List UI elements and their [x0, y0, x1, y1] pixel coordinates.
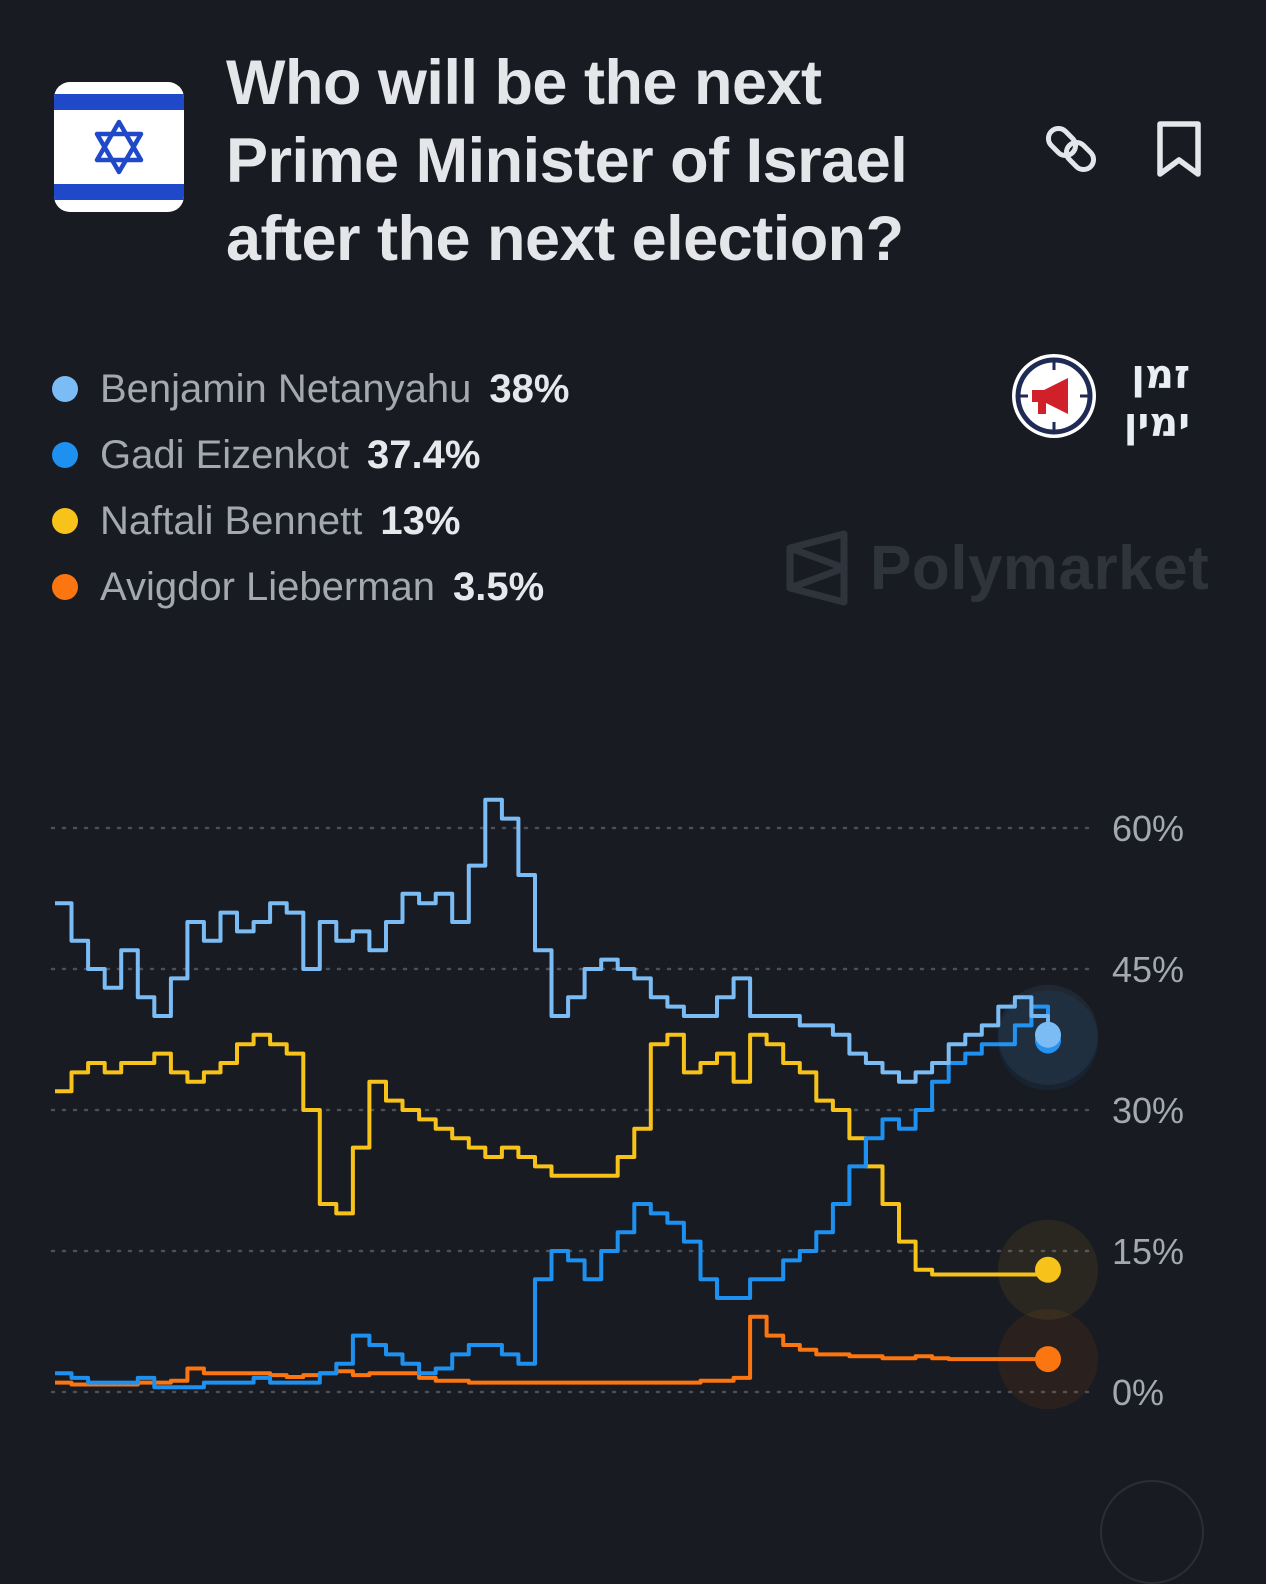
legend-name: Gadi Eizenkot	[100, 432, 350, 477]
question-title: Who will be the next Prime Minister of I…	[226, 44, 986, 278]
scroll-action-button[interactable]	[1100, 1480, 1204, 1584]
star-of-david-icon	[94, 119, 144, 175]
gridlines	[50, 826, 1092, 1394]
title-line-3: after the next election?	[226, 204, 904, 274]
legend-item-bennett[interactable]: Naftali Bennett 13%	[52, 488, 569, 554]
series-lines	[55, 797, 1050, 1390]
title-line-1: Who will be the next	[226, 48, 822, 118]
chart-legend: Benjamin Netanyahu 38% Gadi Eizenkot 37.…	[52, 356, 569, 620]
legend-name: Benjamin Netanyahu	[100, 366, 472, 411]
legend-value: 38%	[489, 366, 570, 411]
legend-name: Naftali Bennett	[100, 498, 363, 543]
channel-logo: זמן ימין	[1010, 346, 1200, 450]
legend-dot	[52, 574, 78, 600]
y-tick-label: 30%	[1112, 1090, 1184, 1131]
series-line-avigdor-lieberman	[55, 1314, 1048, 1387]
legend-value: 13%	[380, 498, 461, 543]
channel-logo-word-2: ימין	[1124, 400, 1190, 446]
flag-stripe-top	[54, 94, 184, 110]
legend-dot	[52, 508, 78, 534]
bookmark-button[interactable]	[1148, 118, 1210, 180]
legend-item-lieberman[interactable]: Avigdor Lieberman 3.5%	[52, 554, 569, 620]
watermark-name: Polymarket	[870, 533, 1210, 603]
legend-name: Avigdor Lieberman	[100, 564, 436, 609]
legend-dot	[52, 442, 78, 468]
israel-flag-icon	[54, 82, 184, 212]
flag-stripe-bottom	[54, 184, 184, 200]
y-axis-ticks: 60% 45% 30% 15% 0%	[1112, 808, 1184, 1413]
line-chart: 60% 45% 30% 15% 0%	[50, 797, 1184, 1413]
legend-item-eizenkot[interactable]: Gadi Eizenkot 37.4%	[52, 422, 569, 488]
end-marker-benjamin-netanyahu	[1035, 1021, 1061, 1048]
y-tick-label: 60%	[1112, 808, 1184, 849]
legend-item-netanyahu[interactable]: Benjamin Netanyahu 38%	[52, 356, 569, 422]
series-line-benjamin-netanyahu	[55, 797, 1050, 1084]
series-end-markers	[998, 984, 1098, 1410]
y-tick-label: 15%	[1112, 1231, 1184, 1272]
y-tick-label: 45%	[1112, 949, 1184, 990]
legend-dot	[52, 376, 78, 402]
polymarket-logo-icon	[786, 530, 848, 606]
end-marker-avigdor-lieberman	[1035, 1346, 1061, 1373]
legend-value: 3.5%	[453, 564, 545, 609]
channel-logo-word-1: זמן	[1131, 352, 1190, 398]
copy-link-button[interactable]	[1040, 118, 1102, 180]
end-marker-naftali-bennett	[1035, 1256, 1061, 1283]
polymarket-watermark: Polymarket	[782, 528, 1209, 608]
y-tick-label: 0%	[1112, 1372, 1164, 1413]
series-line-gadi-eizenkot	[55, 1004, 1050, 1390]
link-icon	[1045, 125, 1097, 173]
megaphone-clock-icon: זמן ימין	[1012, 352, 1190, 446]
bookmark-icon	[1157, 121, 1201, 177]
series-line-naftali-bennett	[55, 1032, 1050, 1277]
title-line-2: Prime Minister of Israel	[226, 126, 908, 196]
legend-value: 37.4%	[367, 432, 481, 477]
